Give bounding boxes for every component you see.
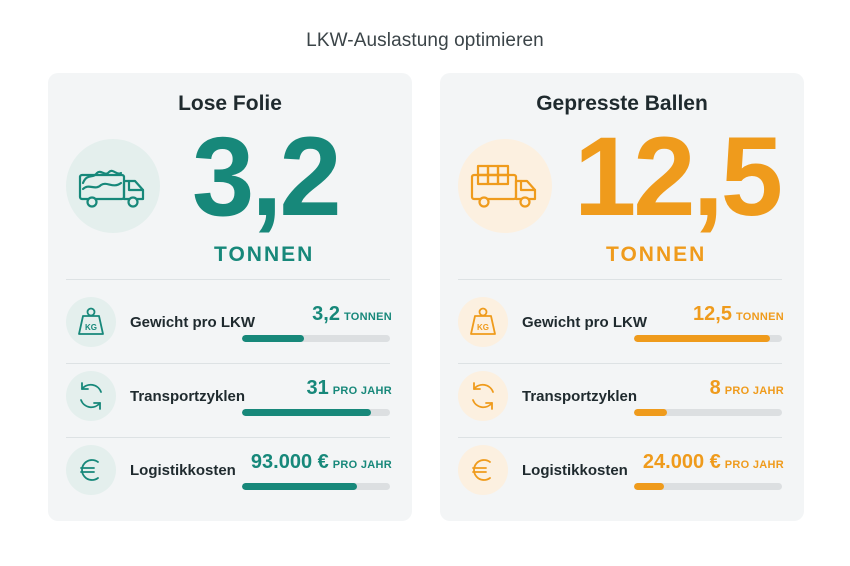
- progress-bar: [242, 483, 390, 490]
- progress-bar-fill: [634, 335, 771, 342]
- metric-label: Gewicht pro LKW: [130, 314, 255, 331]
- metric-unit: PRO JAHR: [332, 459, 392, 471]
- metric-value: 12,5 TONNEN: [693, 303, 784, 326]
- metric-unit: TONNEN: [735, 311, 784, 323]
- metric-label: Transportzyklen: [522, 388, 638, 405]
- svg-text:KG: KG: [477, 323, 489, 332]
- hero-value: 3,2: [192, 114, 342, 239]
- metric-unit: TONNEN: [343, 311, 392, 323]
- hero-value: 12,5: [574, 114, 783, 239]
- metric-value: 24.000 € PRO JAHR: [643, 451, 784, 474]
- metric-number: 3,2: [312, 303, 340, 325]
- divider: [66, 363, 390, 364]
- progress-bar: [242, 335, 390, 342]
- progress-bar-fill: [634, 483, 664, 490]
- metric-value: 8 PRO JAHR: [710, 377, 784, 400]
- metric-label: Logistikkosten: [522, 462, 628, 479]
- progress-bar-fill: [242, 335, 305, 342]
- svg-text:KG: KG: [85, 323, 97, 332]
- progress-bar: [634, 483, 782, 490]
- metric-label: Logistikkosten: [130, 462, 236, 479]
- cycle-arrows-icon: [66, 371, 116, 421]
- euro-icon: [66, 445, 116, 495]
- metric-number: 31: [306, 377, 329, 399]
- metric-row-weight: KG Gewicht pro LKW 12,5 TONNEN: [458, 291, 784, 363]
- metric-row-weight: KG Gewicht pro LKW 3,2 TONNEN: [66, 291, 392, 363]
- euro-icon: [458, 445, 508, 495]
- metric-unit: PRO JAHR: [724, 459, 784, 471]
- hero-unit: TONNEN: [214, 243, 315, 266]
- cycle-arrows-icon: [458, 371, 508, 421]
- progress-bar-fill: [242, 409, 371, 416]
- progress-bar: [242, 409, 390, 416]
- page-title: LKW-Auslastung optimieren: [306, 30, 544, 51]
- progress-bar-fill: [634, 409, 667, 416]
- progress-bar-fill: [242, 483, 358, 490]
- metric-number: 12,5: [693, 303, 732, 325]
- metric-label: Gewicht pro LKW: [522, 314, 647, 331]
- metric-unit: PRO JAHR: [724, 385, 784, 397]
- progress-bar: [634, 409, 782, 416]
- metric-number: 24.000 €: [642, 451, 721, 473]
- metric-unit: PRO JAHR: [332, 385, 392, 397]
- card-pressed-bales: Gepresste Ballen 12,5 TONNEN KG Gewicht: [440, 73, 804, 521]
- card-loose-film: Lose Folie 3,2 TONNEN KG Gewicht pro LKW…: [48, 73, 412, 521]
- metric-number: 93.000 €: [250, 451, 329, 473]
- divider: [66, 279, 390, 280]
- metric-row-cycles: Transportzyklen 31 PRO JAHR: [66, 365, 392, 437]
- metric-row-costs: Logistikkosten 93.000 € PRO JAHR: [66, 439, 392, 511]
- card-title: Lose Folie: [178, 92, 282, 115]
- divider: [458, 279, 782, 280]
- divider: [458, 363, 782, 364]
- divider: [66, 437, 390, 438]
- metric-row-costs: Logistikkosten 24.000 € PRO JAHR: [458, 439, 784, 511]
- hero-unit: TONNEN: [606, 243, 707, 266]
- progress-bar: [634, 335, 782, 342]
- metric-value: 31 PRO JAHR: [307, 377, 393, 400]
- weight-kg-icon: KG: [66, 297, 116, 347]
- metric-row-cycles: Transportzyklen 8 PRO JAHR: [458, 365, 784, 437]
- divider: [458, 437, 782, 438]
- metric-number: 8: [709, 377, 721, 399]
- weight-kg-icon: KG: [458, 297, 508, 347]
- truck-loose-film-icon: [66, 139, 160, 233]
- metric-value: 93.000 € PRO JAHR: [251, 451, 392, 474]
- card-title: Gepresste Ballen: [536, 92, 708, 115]
- metric-value: 3,2 TONNEN: [312, 303, 392, 326]
- metric-label: Transportzyklen: [130, 388, 246, 405]
- truck-pressed-bales-icon: [458, 139, 552, 233]
